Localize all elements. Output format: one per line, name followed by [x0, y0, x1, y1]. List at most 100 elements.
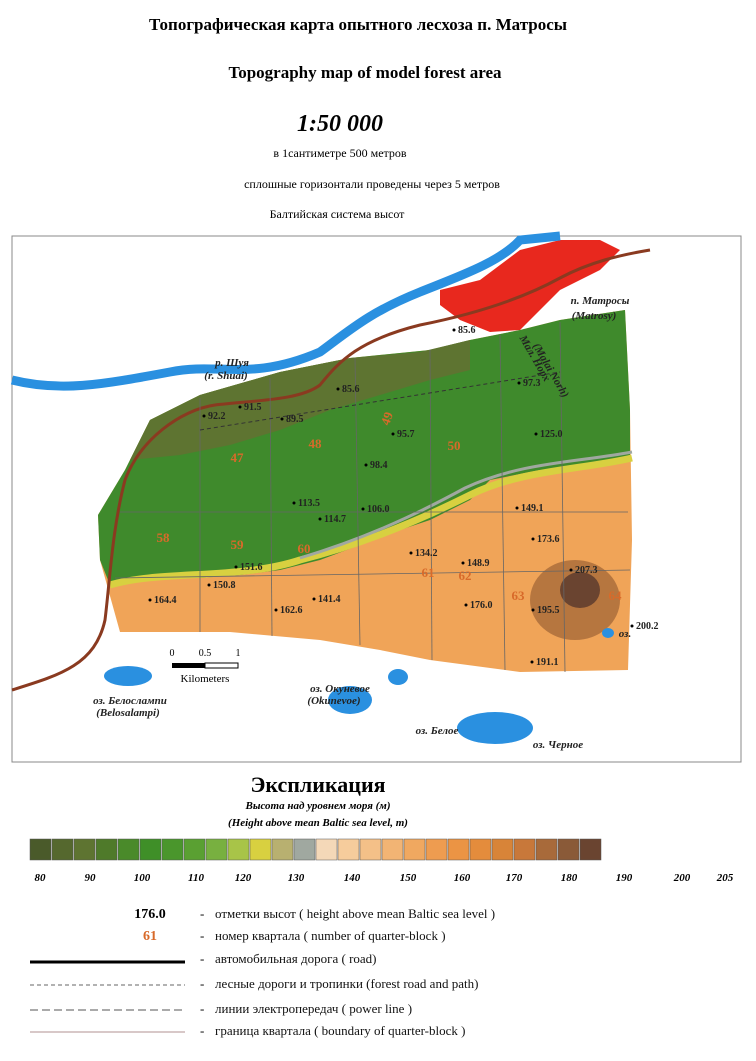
color-swatch: [73, 838, 96, 861]
lake: [388, 669, 408, 685]
color-swatch: [205, 838, 228, 861]
block-number: 48: [309, 436, 323, 451]
elevation-point: [234, 565, 238, 569]
terrain-grey: [299, 450, 633, 560]
boundary: [499, 334, 506, 671]
legend-dash: -: [200, 906, 204, 921]
block-number: 50: [448, 438, 461, 453]
elevation-point: [336, 387, 340, 391]
elevation-point: [312, 597, 316, 601]
elevation-point: [148, 598, 152, 602]
color-swatch: [183, 838, 206, 861]
color-swatch: [161, 838, 184, 861]
place-label: (r. Shuai): [204, 370, 247, 382]
place-label: п. Матросы: [571, 295, 630, 307]
legend-text: граница квартала ( boundary of quarter-b…: [215, 1023, 465, 1038]
scale-unit: Kilometers: [181, 673, 230, 685]
place-label: (Matrosy): [572, 310, 617, 322]
elevation-label: 97.3: [523, 378, 541, 389]
ramp-label: 200: [673, 872, 691, 884]
contour-note: сплошные горизонтали проведены через 5 м…: [244, 177, 500, 191]
terrain-green: [98, 310, 630, 585]
block-number: 49: [378, 409, 397, 427]
elevation-label: 195.5: [537, 605, 560, 616]
ramp-label: 205: [716, 872, 734, 884]
elevation-label: 150.8: [213, 580, 236, 591]
scale-segment: [204, 662, 239, 669]
color-swatch: [513, 838, 536, 861]
legend-text: отметки высот ( height above mean Baltic…: [215, 906, 495, 921]
river: [10, 231, 561, 391]
scale-tick: 1: [236, 648, 241, 659]
elevation-label: 85.6: [342, 384, 360, 395]
elevation-point: [292, 501, 296, 505]
elevation-label: 148.9: [467, 558, 490, 569]
elevation-point: [207, 583, 211, 587]
ramp-label: 110: [188, 872, 204, 884]
elevation-point: [364, 463, 368, 467]
scale-bar: [172, 662, 239, 669]
place-label: оз. Окуневое: [310, 683, 370, 695]
legend-dash: -: [200, 1001, 204, 1016]
elevation-label: 207.3: [575, 565, 598, 576]
lake: [602, 628, 614, 638]
elevation-label: 162.6: [280, 605, 303, 616]
color-swatch: [29, 838, 52, 861]
elevation-label: 134.2: [415, 548, 438, 559]
ramp-label: 120: [235, 872, 252, 884]
subtitle: Topography map of model forest area: [228, 63, 502, 82]
ramp-label: 150: [400, 872, 417, 884]
elevation-point: [630, 624, 634, 628]
elevation-label: 149.1: [521, 503, 544, 514]
lake: [328, 686, 372, 714]
legend-dash: -: [200, 928, 204, 943]
elevation-point: [534, 432, 538, 436]
legend-dash: -: [200, 976, 204, 991]
boundary: [429, 349, 433, 661]
block-number: 60: [298, 541, 311, 556]
legend-text: лесные дороги и тропинки (forest road an…: [215, 976, 478, 991]
legend-title: Экспликация: [250, 772, 385, 797]
color-swatch: [51, 838, 74, 861]
lake: [104, 666, 152, 686]
color-swatch: [557, 838, 580, 861]
color-swatch: [139, 838, 162, 861]
legend: Экспликация Высота над уровнем моря (м) (H…: [29, 772, 734, 1038]
elevation-label: 106.0: [367, 504, 390, 515]
elevation-point: [531, 537, 535, 541]
place-label: оз.: [619, 628, 631, 640]
elevation-point: [202, 414, 206, 418]
elevation-point: [531, 608, 535, 612]
legend-dash: -: [200, 951, 204, 966]
lake: [457, 712, 533, 744]
block-number: 64: [609, 588, 623, 603]
legend-subtitle: (Height above mean Baltic sea level, m): [228, 817, 408, 829]
boundary: [559, 321, 566, 673]
color-swatch: [491, 838, 514, 861]
elevation-point: [464, 603, 468, 607]
elevation-label: 151.6: [240, 562, 263, 573]
elevation-label: 89.5: [286, 414, 304, 425]
height-system: Балтийская система высот: [270, 207, 406, 221]
ramp-label: 130: [288, 872, 305, 884]
color-swatch: [271, 838, 294, 861]
place-label: оз. Белослампи: [93, 695, 167, 707]
color-swatch: [117, 838, 140, 861]
elevation-point: [461, 561, 465, 565]
elevation-point: [515, 506, 519, 510]
elevation-label: 200.2: [636, 621, 659, 632]
terrain-yellow: [108, 454, 633, 589]
ramp-label: 160: [454, 872, 471, 884]
color-swatch: [293, 838, 316, 861]
elevation-label: 114.7: [324, 514, 346, 525]
legend-dash: -: [200, 1023, 204, 1038]
color-swatch: [227, 838, 250, 861]
scale-tick: 0.5: [199, 648, 212, 659]
block-number: 61: [422, 565, 435, 580]
color-swatch: [337, 838, 360, 861]
ramp-label: 80: [35, 872, 47, 884]
scale-note: в 1сантиметре 500 метров: [273, 146, 407, 160]
scale-tick: 0: [170, 648, 175, 659]
place-label: (Belosalampi): [96, 707, 160, 719]
elevation-point: [318, 517, 322, 521]
